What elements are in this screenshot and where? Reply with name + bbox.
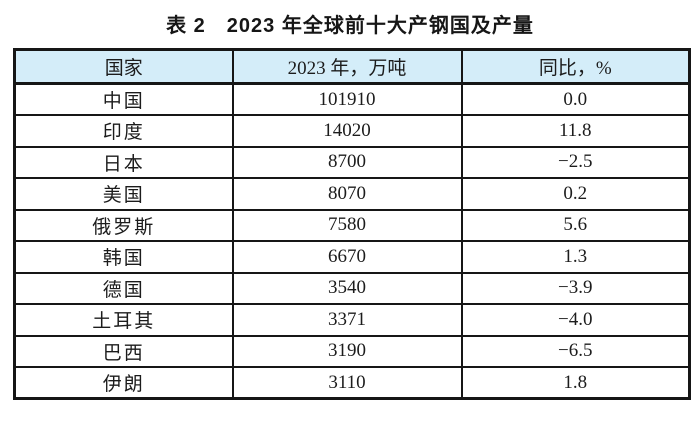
country-cell: 日本: [13, 145, 234, 179]
production-cell: 6670: [231, 240, 463, 274]
table-row: 俄罗斯 7580 5.6: [13, 208, 691, 242]
column-header-1: 2023 年，万吨: [231, 48, 463, 85]
production-cell: 14020: [231, 114, 463, 148]
yoy-cell: −4.0: [460, 303, 691, 337]
table-row: 日本 8700 −2.5: [13, 145, 691, 179]
yoy-cell: 1.8: [460, 366, 691, 400]
yoy-cell: −3.9: [460, 271, 691, 305]
production-cell: 7580: [231, 208, 463, 242]
production-cell: 3540: [231, 271, 463, 305]
country-cell: 俄罗斯: [13, 208, 234, 242]
yoy-cell: 1.3: [460, 240, 691, 274]
table-row: 德国 3540 −3.9: [13, 271, 691, 305]
production-cell: 3371: [231, 303, 463, 337]
table-title: 表 2 2023 年全球前十大产钢国及产量: [166, 15, 534, 37]
table-row: 巴西 3190 −6.5: [13, 334, 691, 368]
country-cell: 美国: [13, 177, 234, 211]
country-cell: 伊朗: [13, 366, 234, 400]
country-cell: 印度: [13, 114, 234, 148]
country-cell: 中国: [13, 82, 234, 116]
production-cell: 101910: [231, 82, 463, 116]
table-row: 中国 101910 0.0: [13, 82, 691, 116]
country-cell: 巴西: [13, 334, 234, 368]
steel-production-table: 国家 2023 年，万吨 同比，% 中国 101910 0.0 印度 14020 11.8 日本…: [13, 48, 691, 400]
table-header-row: 国家 2023 年，万吨 同比，%: [13, 48, 691, 85]
column-header-0: 国家: [13, 48, 234, 85]
yoy-cell: 5.6: [460, 208, 691, 242]
table-row: 印度 14020 11.8: [13, 114, 691, 148]
table-row: 美国 8070 0.2: [13, 177, 691, 211]
table-row: 伊朗 3110 1.8: [13, 366, 691, 400]
production-cell: 8700: [231, 145, 463, 179]
column-header-2: 同比，%: [460, 48, 691, 85]
yoy-cell: 0.0: [460, 82, 691, 116]
yoy-cell: 0.2: [460, 177, 691, 211]
country-cell: 韩国: [13, 240, 234, 274]
country-cell: 土耳其: [13, 303, 234, 337]
production-cell: 3110: [231, 366, 463, 400]
yoy-cell: −2.5: [460, 145, 691, 179]
table-row: 韩国 6670 1.3: [13, 240, 691, 274]
production-cell: 3190: [231, 334, 463, 368]
yoy-cell: −6.5: [460, 334, 691, 368]
table-row: 土耳其 3371 −4.0: [13, 303, 691, 337]
table-body: 中国 101910 0.0 印度 14020 11.8 日本 8700 −2.5 美国 8070 0.…: [13, 82, 691, 400]
production-cell: 8070: [231, 177, 463, 211]
country-cell: 德国: [13, 271, 234, 305]
yoy-cell: 11.8: [460, 114, 691, 148]
